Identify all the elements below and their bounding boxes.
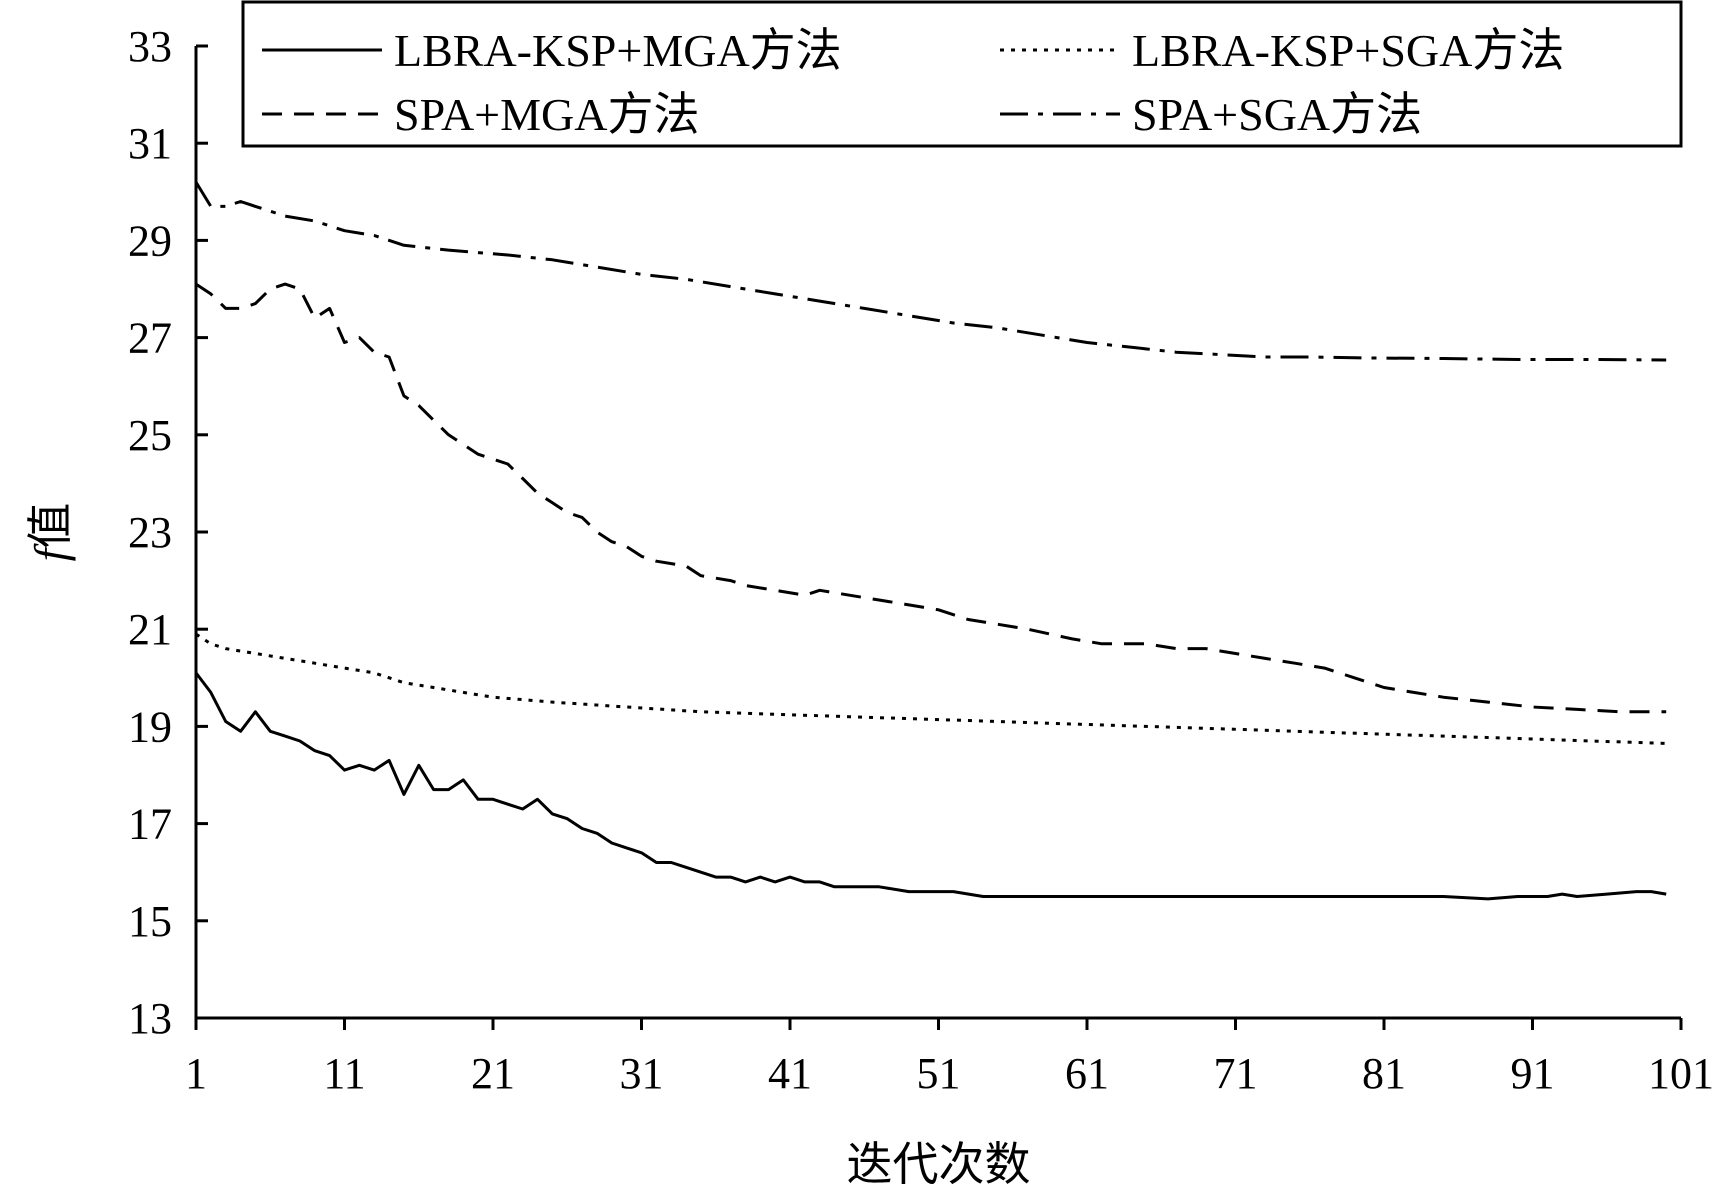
y-tick-label: 31: [128, 119, 172, 168]
x-ticks: 1 11 21 31 41 51 61 71 81 91 101: [185, 1018, 1714, 1098]
y-tick-label: 19: [128, 702, 172, 751]
x-axis-title: 迭代次数: [847, 1139, 1031, 1190]
x-tick-label: 41: [768, 1049, 812, 1098]
y-tick-label: 29: [128, 216, 172, 265]
y-tick-label: 15: [128, 897, 172, 946]
y-tick-label: 13: [128, 994, 172, 1043]
x-tick-label: 1: [185, 1049, 207, 1098]
series-line-2: [195, 632, 1667, 745]
x-tick-label: 91: [1511, 1049, 1555, 1098]
x-tick-label: 71: [1214, 1049, 1258, 1098]
legend-label-2: LBRA-KSP+SGA方法: [1132, 25, 1564, 76]
y-ticks: 13 15 17 19 21 23 25 27 29 31 33: [128, 22, 208, 1043]
axes: [194, 46, 1681, 1020]
x-tick-label: 61: [1065, 1049, 1109, 1098]
y-tick-label: 25: [128, 411, 172, 460]
y-axis-title-rest: 值: [25, 503, 76, 549]
y-tick-label: 33: [128, 22, 172, 71]
y-axis-title: f值: [25, 503, 76, 562]
legend-box: [241, 0, 1683, 148]
legend: LBRA-KSP+MGA方法 LBRA-KSP+SGA方法 SPA+MGA方法 SPA…: [241, 0, 1683, 148]
y-tick-label: 27: [128, 314, 172, 363]
y-tick-label: 21: [128, 605, 172, 654]
x-tick-label: 21: [471, 1049, 515, 1098]
x-tick-label: 11: [323, 1049, 365, 1098]
x-tick-label: 31: [620, 1049, 664, 1098]
plot-lines: [194, 181, 1667, 901]
x-tick-label: 101: [1648, 1049, 1714, 1098]
x-tick-label: 81: [1362, 1049, 1406, 1098]
legend-label-4: SPA+SGA方法: [1132, 89, 1422, 140]
series-line-4: [194, 181, 1667, 362]
series-line-3: [195, 282, 1667, 714]
legend-label-3: SPA+MGA方法: [394, 89, 699, 140]
series-line-1: [194, 671, 1667, 901]
x-tick-label: 51: [917, 1049, 961, 1098]
legend-label-1: LBRA-KSP+MGA方法: [394, 25, 842, 76]
y-tick-label: 17: [128, 800, 172, 849]
y-tick-label: 23: [128, 508, 172, 557]
